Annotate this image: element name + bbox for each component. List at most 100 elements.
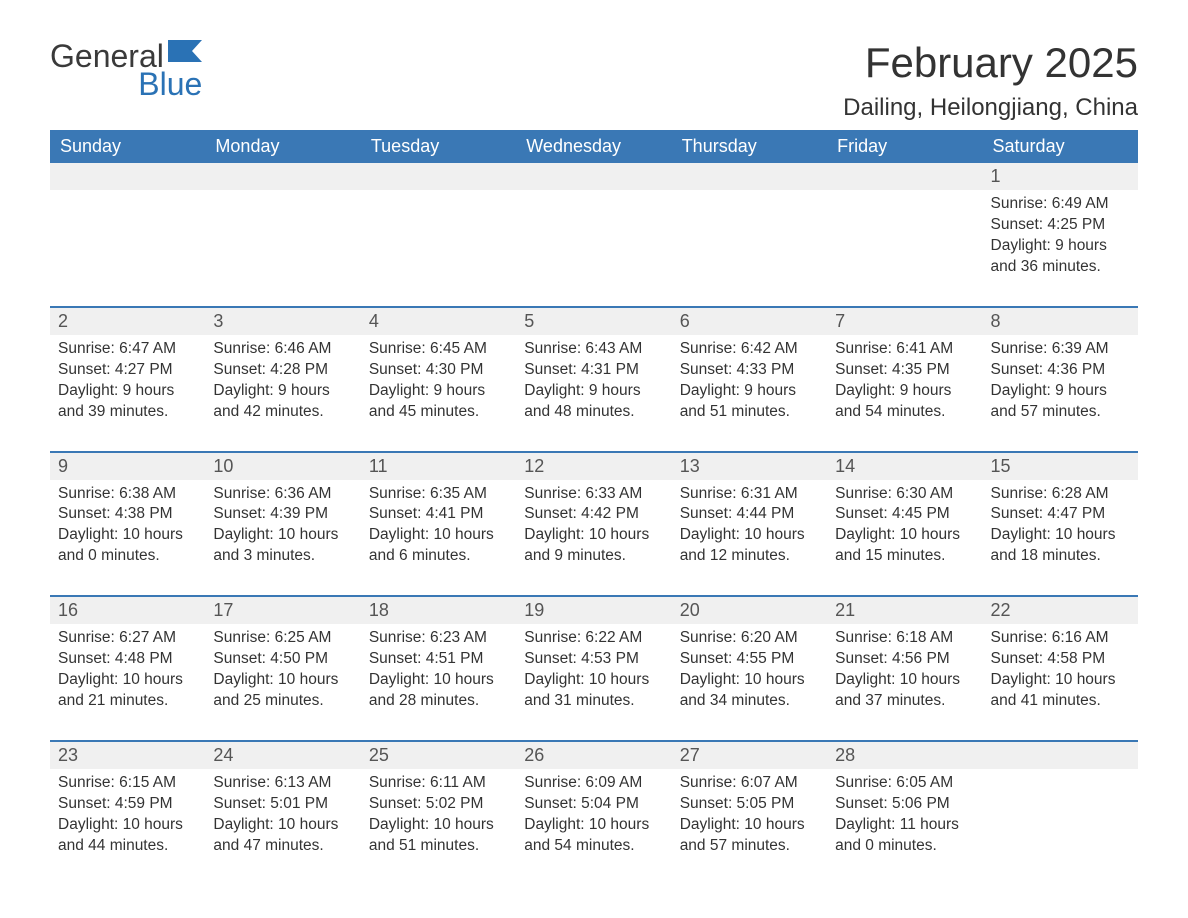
calendar-cell: 27Sunrise: 6:07 AMSunset: 5:05 PMDayligh… xyxy=(672,742,827,863)
calendar-cell: 17Sunrise: 6:25 AMSunset: 4:50 PMDayligh… xyxy=(205,597,360,718)
sunrise-text: Sunrise: 6:30 AM xyxy=(835,484,974,505)
sunset-text: Sunset: 4:33 PM xyxy=(680,360,819,381)
sunset-text: Sunset: 4:31 PM xyxy=(524,360,663,381)
day-number xyxy=(983,742,1138,769)
day-details: Sunrise: 6:49 AMSunset: 4:25 PMDaylight:… xyxy=(983,190,1138,284)
day-details: Sunrise: 6:07 AMSunset: 5:05 PMDaylight:… xyxy=(672,769,827,863)
day-number: 10 xyxy=(205,453,360,480)
calendar-cell: 1Sunrise: 6:49 AMSunset: 4:25 PMDaylight… xyxy=(983,163,1138,284)
calendar-cell: 5Sunrise: 6:43 AMSunset: 4:31 PMDaylight… xyxy=(516,308,671,429)
day-number: 25 xyxy=(361,742,516,769)
calendar-cell xyxy=(516,163,671,284)
day-details: Sunrise: 6:43 AMSunset: 4:31 PMDaylight:… xyxy=(516,335,671,429)
day-number xyxy=(672,163,827,190)
day-number: 5 xyxy=(516,308,671,335)
flag-icon xyxy=(168,40,202,67)
day-number: 7 xyxy=(827,308,982,335)
day-number: 15 xyxy=(983,453,1138,480)
day-number: 13 xyxy=(672,453,827,480)
calendar-cell: 4Sunrise: 6:45 AMSunset: 4:30 PMDaylight… xyxy=(361,308,516,429)
daylight-text: Daylight: 10 hours and 28 minutes. xyxy=(369,670,508,712)
day-details: Sunrise: 6:47 AMSunset: 4:27 PMDaylight:… xyxy=(50,335,205,429)
weekday-header: Wednesday xyxy=(516,130,671,163)
day-details: Sunrise: 6:16 AMSunset: 4:58 PMDaylight:… xyxy=(983,624,1138,718)
month-title: February 2025 xyxy=(843,40,1138,86)
day-details: Sunrise: 6:13 AMSunset: 5:01 PMDaylight:… xyxy=(205,769,360,863)
sunrise-text: Sunrise: 6:49 AM xyxy=(991,194,1130,215)
daylight-text: Daylight: 9 hours and 57 minutes. xyxy=(991,381,1130,423)
sunset-text: Sunset: 4:41 PM xyxy=(369,504,508,525)
sunrise-text: Sunrise: 6:39 AM xyxy=(991,339,1130,360)
daylight-text: Daylight: 9 hours and 45 minutes. xyxy=(369,381,508,423)
sunset-text: Sunset: 4:53 PM xyxy=(524,649,663,670)
sunrise-text: Sunrise: 6:25 AM xyxy=(213,628,352,649)
day-number: 19 xyxy=(516,597,671,624)
sunset-text: Sunset: 5:06 PM xyxy=(835,794,974,815)
day-number: 3 xyxy=(205,308,360,335)
location-label: Dailing, Heilongjiang, China xyxy=(843,94,1138,122)
calendar-cell: 15Sunrise: 6:28 AMSunset: 4:47 PMDayligh… xyxy=(983,453,1138,574)
day-details: Sunrise: 6:46 AMSunset: 4:28 PMDaylight:… xyxy=(205,335,360,429)
day-number: 27 xyxy=(672,742,827,769)
day-number: 1 xyxy=(983,163,1138,190)
calendar-cell xyxy=(205,163,360,284)
day-details: Sunrise: 6:11 AMSunset: 5:02 PMDaylight:… xyxy=(361,769,516,863)
daylight-text: Daylight: 10 hours and 25 minutes. xyxy=(213,670,352,712)
sunrise-text: Sunrise: 6:05 AM xyxy=(835,773,974,794)
brand-logo: General Blue xyxy=(50,40,202,100)
sunset-text: Sunset: 4:30 PM xyxy=(369,360,508,381)
daylight-text: Daylight: 10 hours and 47 minutes. xyxy=(213,815,352,857)
sunset-text: Sunset: 4:27 PM xyxy=(58,360,197,381)
weekday-header: Saturday xyxy=(983,130,1138,163)
day-details: Sunrise: 6:41 AMSunset: 4:35 PMDaylight:… xyxy=(827,335,982,429)
daylight-text: Daylight: 10 hours and 6 minutes. xyxy=(369,525,508,567)
sunrise-text: Sunrise: 6:45 AM xyxy=(369,339,508,360)
day-details: Sunrise: 6:30 AMSunset: 4:45 PMDaylight:… xyxy=(827,480,982,574)
day-number xyxy=(827,163,982,190)
day-details: Sunrise: 6:38 AMSunset: 4:38 PMDaylight:… xyxy=(50,480,205,574)
calendar-cell xyxy=(361,163,516,284)
daylight-text: Daylight: 10 hours and 57 minutes. xyxy=(680,815,819,857)
daylight-text: Daylight: 9 hours and 51 minutes. xyxy=(680,381,819,423)
day-number: 18 xyxy=(361,597,516,624)
day-details: Sunrise: 6:31 AMSunset: 4:44 PMDaylight:… xyxy=(672,480,827,574)
sunset-text: Sunset: 4:35 PM xyxy=(835,360,974,381)
calendar-cell: 24Sunrise: 6:13 AMSunset: 5:01 PMDayligh… xyxy=(205,742,360,863)
daylight-text: Daylight: 10 hours and 0 minutes. xyxy=(58,525,197,567)
sunrise-text: Sunrise: 6:31 AM xyxy=(680,484,819,505)
calendar-cell: 6Sunrise: 6:42 AMSunset: 4:33 PMDaylight… xyxy=(672,308,827,429)
day-details: Sunrise: 6:23 AMSunset: 4:51 PMDaylight:… xyxy=(361,624,516,718)
calendar: Sunday Monday Tuesday Wednesday Thursday… xyxy=(50,130,1138,862)
daylight-text: Daylight: 10 hours and 18 minutes. xyxy=(991,525,1130,567)
day-details: Sunrise: 6:39 AMSunset: 4:36 PMDaylight:… xyxy=(983,335,1138,429)
title-block: February 2025 Dailing, Heilongjiang, Chi… xyxy=(843,40,1138,122)
day-number: 20 xyxy=(672,597,827,624)
day-number: 16 xyxy=(50,597,205,624)
sunrise-text: Sunrise: 6:46 AM xyxy=(213,339,352,360)
sunset-text: Sunset: 5:01 PM xyxy=(213,794,352,815)
calendar-cell: 7Sunrise: 6:41 AMSunset: 4:35 PMDaylight… xyxy=(827,308,982,429)
calendar-cell xyxy=(983,742,1138,863)
day-details: Sunrise: 6:42 AMSunset: 4:33 PMDaylight:… xyxy=(672,335,827,429)
sunrise-text: Sunrise: 6:47 AM xyxy=(58,339,197,360)
sunset-text: Sunset: 4:59 PM xyxy=(58,794,197,815)
day-number xyxy=(516,163,671,190)
sunset-text: Sunset: 4:51 PM xyxy=(369,649,508,670)
calendar-cell: 26Sunrise: 6:09 AMSunset: 5:04 PMDayligh… xyxy=(516,742,671,863)
day-details: Sunrise: 6:27 AMSunset: 4:48 PMDaylight:… xyxy=(50,624,205,718)
day-details: Sunrise: 6:18 AMSunset: 4:56 PMDaylight:… xyxy=(827,624,982,718)
calendar-week: 2Sunrise: 6:47 AMSunset: 4:27 PMDaylight… xyxy=(50,306,1138,429)
calendar-cell: 21Sunrise: 6:18 AMSunset: 4:56 PMDayligh… xyxy=(827,597,982,718)
calendar-cell: 23Sunrise: 6:15 AMSunset: 4:59 PMDayligh… xyxy=(50,742,205,863)
day-number: 24 xyxy=(205,742,360,769)
day-details: Sunrise: 6:35 AMSunset: 4:41 PMDaylight:… xyxy=(361,480,516,574)
daylight-text: Daylight: 10 hours and 34 minutes. xyxy=(680,670,819,712)
calendar-cell: 2Sunrise: 6:47 AMSunset: 4:27 PMDaylight… xyxy=(50,308,205,429)
day-number: 14 xyxy=(827,453,982,480)
sunrise-text: Sunrise: 6:27 AM xyxy=(58,628,197,649)
sunset-text: Sunset: 5:02 PM xyxy=(369,794,508,815)
day-details: Sunrise: 6:28 AMSunset: 4:47 PMDaylight:… xyxy=(983,480,1138,574)
page-header: General Blue February 2025 Dailing, Heil… xyxy=(50,40,1138,122)
day-details: Sunrise: 6:36 AMSunset: 4:39 PMDaylight:… xyxy=(205,480,360,574)
daylight-text: Daylight: 10 hours and 9 minutes. xyxy=(524,525,663,567)
